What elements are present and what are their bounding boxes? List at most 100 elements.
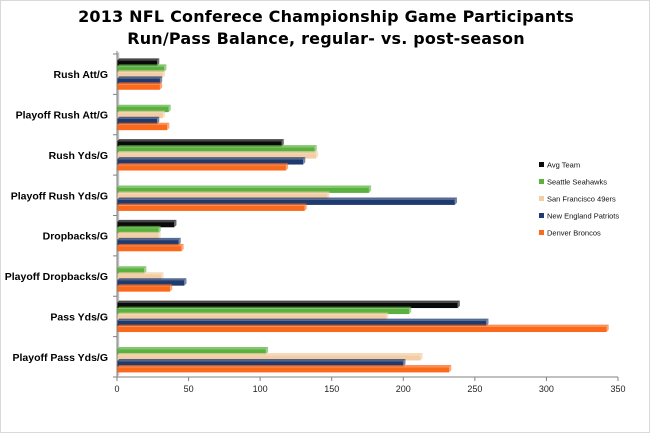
bar — [117, 240, 179, 246]
bar-end-face — [157, 116, 160, 125]
x-tick-label: 150 — [324, 384, 339, 394]
bar — [117, 112, 163, 119]
bar-top-face — [117, 266, 147, 269]
bar — [117, 280, 185, 286]
bar-top-face — [117, 70, 166, 73]
bar-top-face — [117, 122, 170, 125]
bar — [117, 193, 328, 199]
legend-label: Seattle Seahawks — [547, 178, 607, 187]
bar — [117, 60, 158, 66]
bar — [117, 205, 305, 211]
bar — [117, 78, 160, 84]
bar-end-face — [314, 145, 317, 153]
bar — [117, 314, 387, 321]
bar-top-face — [117, 163, 289, 166]
y-tick-label: Pass Yds/G — [50, 311, 108, 323]
side-wall — [117, 51, 120, 378]
x-tick-label: 50 — [184, 384, 194, 394]
y-tick-label: Playoff Dropbacks/G — [5, 271, 108, 283]
bar-top-face — [117, 318, 489, 321]
bar-top-face — [117, 203, 307, 206]
bar-end-face — [162, 110, 166, 119]
bar-top-face — [117, 58, 160, 61]
bar — [117, 153, 316, 159]
bar-end-face — [158, 225, 161, 234]
bar-top-face — [117, 64, 167, 67]
bar-top-face — [117, 324, 609, 327]
bar-end-face — [606, 324, 609, 333]
bar-end-face — [161, 272, 164, 280]
bar — [117, 66, 165, 72]
legend-swatch — [539, 196, 544, 201]
bar — [117, 159, 304, 165]
bar-end-face — [174, 219, 177, 228]
bar-top-face — [117, 191, 330, 194]
bar-end-face — [403, 359, 406, 367]
bar-end-face — [285, 163, 289, 171]
bar — [117, 326, 607, 333]
bar-top-face — [117, 151, 319, 154]
bar — [117, 141, 282, 147]
bar — [117, 187, 369, 193]
bar-end-face — [181, 243, 184, 252]
bar-end-face — [167, 122, 170, 131]
bar-top-face — [117, 272, 164, 275]
bar-end-face — [368, 185, 372, 193]
bar-top-face — [117, 82, 163, 85]
bar-end-face — [315, 151, 319, 159]
bar — [117, 355, 421, 361]
bar-top-face — [117, 197, 458, 200]
bar — [117, 234, 159, 240]
bar-end-face — [304, 203, 307, 211]
y-tick-label: Playoff Rush Yds/G — [11, 190, 108, 202]
bar-top-face — [117, 231, 161, 235]
y-tick-label: Dropbacks/G — [43, 231, 108, 243]
bar-end-face — [457, 300, 460, 309]
x-tick-label: 350 — [610, 384, 625, 394]
bar-end-face — [178, 237, 181, 246]
bar-end-face — [144, 266, 147, 274]
bar-top-face — [117, 139, 284, 142]
bar-end-face — [169, 284, 173, 292]
bar-end-face — [265, 347, 269, 355]
bar-end-face — [303, 157, 306, 165]
bar-top-face — [117, 225, 161, 229]
x-tick-label: 100 — [253, 384, 268, 394]
bar-end-face — [420, 353, 423, 361]
bar-top-face — [117, 312, 389, 315]
bar-end-face — [449, 365, 452, 373]
bar — [117, 274, 162, 280]
legend-swatch — [539, 162, 544, 167]
bar — [117, 222, 175, 228]
bar-end-face — [454, 197, 458, 205]
bar-top-face — [117, 306, 412, 309]
bar-top-face — [117, 353, 423, 356]
x-tick-label: 300 — [539, 384, 554, 394]
legend-label: New England Patriots — [547, 212, 619, 221]
bar — [117, 268, 145, 274]
y-tick-label: Playoff Rush Att/G — [16, 110, 108, 122]
x-tick-label: 0 — [114, 384, 119, 394]
bar-top-face — [117, 219, 177, 223]
bar — [117, 246, 182, 252]
legend-swatch — [539, 213, 544, 218]
bar-top-face — [117, 157, 306, 160]
legend-swatch — [539, 230, 544, 235]
bar — [117, 124, 168, 131]
y-tick-label: Rush Yds/G — [49, 150, 108, 162]
y-tick-label: Rush Att/G — [54, 69, 108, 81]
chart-subtitle: Run/Pass Balance, regular- vs. post-seas… — [127, 29, 525, 48]
bar — [117, 118, 158, 125]
bar-top-face — [117, 237, 181, 241]
bar — [117, 72, 163, 78]
bar-top-face — [117, 185, 372, 188]
bar — [117, 302, 458, 309]
bar-end-face — [327, 191, 330, 199]
bar — [117, 320, 487, 327]
x-tick-label: 250 — [467, 384, 482, 394]
bar-top-face — [117, 76, 163, 79]
bar — [117, 308, 410, 315]
bar-top-face — [117, 359, 406, 362]
